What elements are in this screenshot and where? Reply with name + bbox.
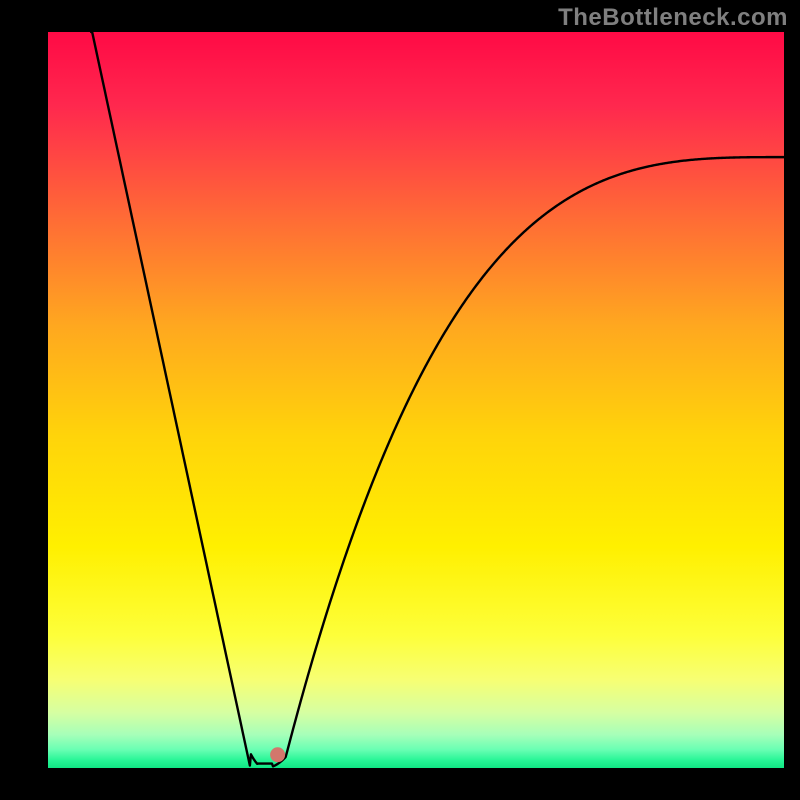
plot-gradient-background [48, 32, 784, 768]
watermark-label: TheBottleneck.com [558, 4, 788, 32]
optimum-marker [271, 748, 285, 762]
chart-stage: TheBottleneck.com [0, 0, 800, 800]
bottleneck-chart-svg [0, 0, 800, 800]
